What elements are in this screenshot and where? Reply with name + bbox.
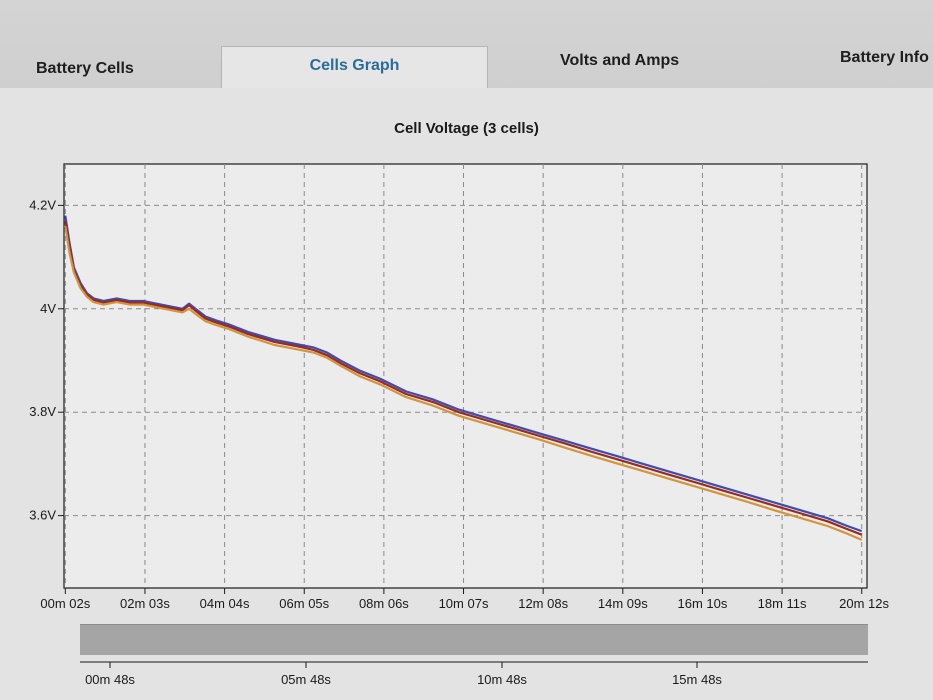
x-tick-label: 12m 08s — [518, 596, 568, 611]
x-tick-label: 14m 09s — [598, 596, 648, 611]
tab-battery-cells[interactable]: Battery Cells — [36, 60, 134, 77]
overview-axis: 00m 48s 05m 48s 10m 48s 15m 48s — [80, 661, 868, 687]
timeline-scrollbar[interactable] — [80, 624, 868, 655]
overview-tick-label: 05m 48s — [281, 672, 331, 687]
x-tick-label: 18m 11s — [758, 596, 807, 611]
x-tick-label: 20m 12s — [839, 596, 889, 611]
series-line-1 — [64, 215, 863, 533]
x-tick-label: 10m 07s — [439, 596, 489, 611]
chart-title: Cell Voltage (3 cells) — [394, 120, 539, 137]
y-tick-label: 3.6V — [29, 508, 56, 523]
series-lines — [64, 215, 863, 541]
y-tick-label: 3.8V — [29, 404, 56, 419]
tab-battery-info[interactable]: Battery Info — [840, 49, 929, 66]
y-axis-labels: 4.2V 4V 3.8V 3.6V — [29, 197, 56, 522]
y-tick-label: 4V — [40, 301, 56, 316]
y-tick-label: 4.2V — [29, 197, 56, 212]
grid — [58, 164, 867, 594]
cell-voltage-chart: 4.2V 4V 3.8V 3.6V 00m 02s 02m 03s 04m 04s 06m … — [29, 163, 889, 611]
overview-tick-label: 00m 48s — [85, 672, 135, 687]
overview-tick-label: 10m 48s — [477, 672, 527, 687]
plot-area — [63, 163, 868, 589]
tab-cells-graph[interactable]: Cells Graph — [221, 46, 488, 89]
x-tick-label: 06m 05s — [279, 596, 329, 611]
tab-volts-and-amps[interactable]: Volts and Amps — [560, 52, 680, 69]
x-tick-label: 04m 04s — [200, 596, 250, 611]
series-line-3 — [64, 225, 863, 541]
x-tick-label: 08m 06s — [359, 596, 409, 611]
tab-bar: Battery Cells Cells Graph Volts and Amps… — [0, 0, 933, 89]
series-line-2 — [64, 220, 863, 536]
x-axis-labels: 00m 02s 02m 03s 04m 04s 06m 05s 08m 06s 10m 0… — [40, 596, 889, 611]
graph-panel: Cell Voltage (3 cells) 4.2V 4V 3.8V 3.6V 00… — [0, 88, 933, 700]
x-tick-label: 02m 03s — [120, 596, 170, 611]
overview-tick-label: 15m 48s — [672, 672, 722, 687]
x-tick-label: 16m 10s — [678, 596, 728, 611]
x-tick-label: 00m 02s — [40, 596, 90, 611]
